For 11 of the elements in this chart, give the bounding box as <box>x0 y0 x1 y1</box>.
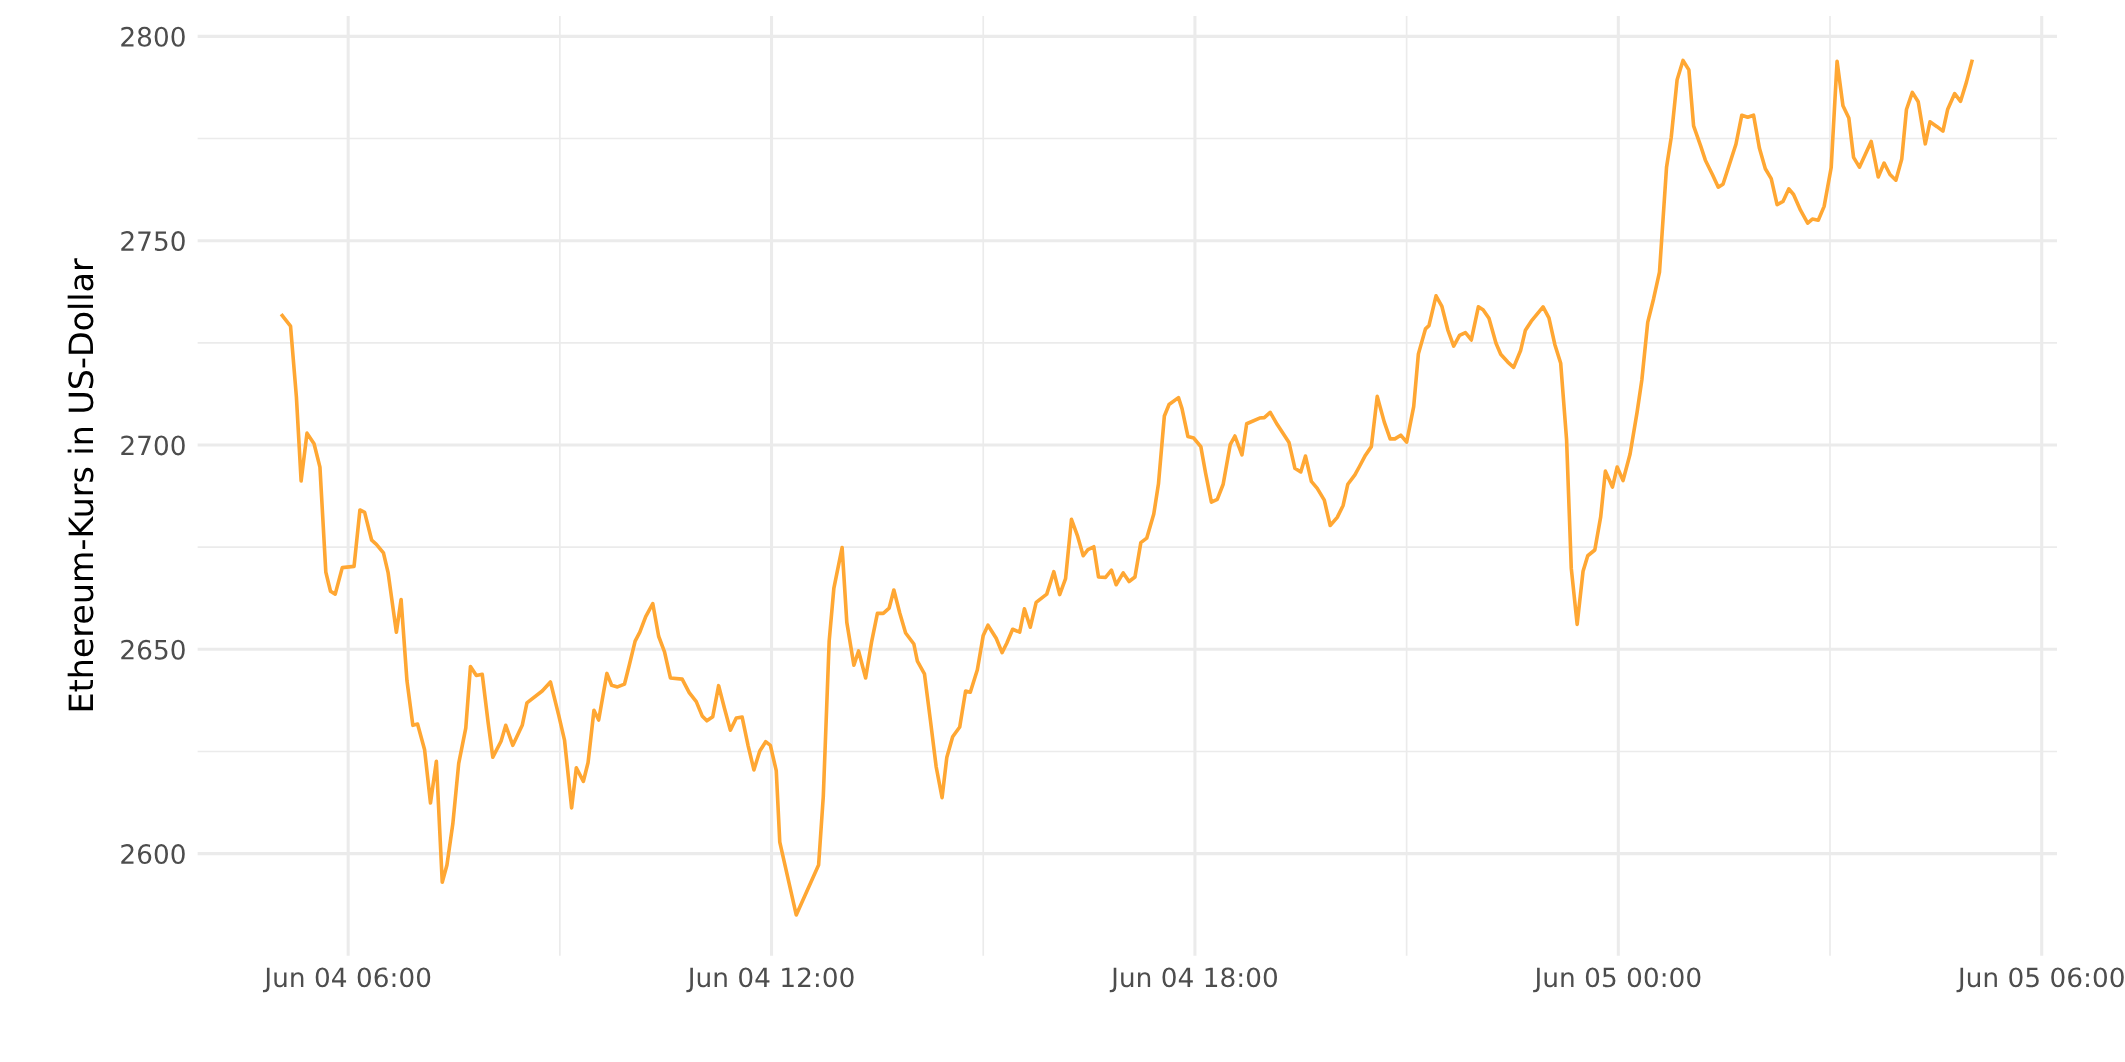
x-tick-label: Jun 04 06:00 <box>262 967 431 993</box>
y-tick-label: 2750 <box>121 231 185 252</box>
x-tick-label: Jun 04 18:00 <box>1109 967 1277 993</box>
y-tick-label: 2600 <box>121 844 185 865</box>
x-tick-label: Jun 05 06:00 <box>1956 967 2124 993</box>
y-axis-title: Ethereum-Kurs in US-Dollar <box>67 258 94 711</box>
y-tick-label: 2800 <box>121 26 185 47</box>
y-tick-label: 2650 <box>121 639 185 660</box>
y-tick-label: 2700 <box>121 435 185 456</box>
x-tick-label: Jun 04 12:00 <box>686 967 854 993</box>
x-tick-label: Jun 05 00:00 <box>1533 967 1701 993</box>
